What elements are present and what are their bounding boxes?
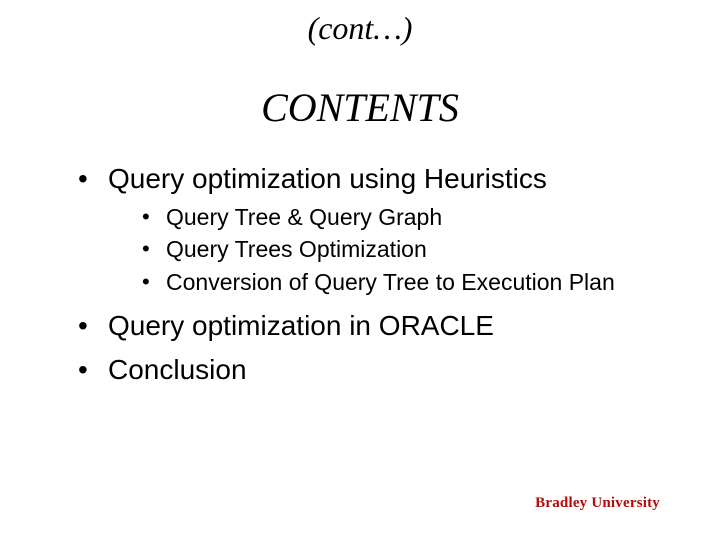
list-item-label: Conversion of Query Tree to Execution Pl… <box>166 269 615 295</box>
list-item-label: Query optimization using Heuristics <box>108 163 547 194</box>
list-item: Query optimization using Heuristics Quer… <box>78 160 658 297</box>
list-item-label: Query optimization in ORACLE <box>108 310 494 341</box>
list-item-label: Query Trees Optimization <box>166 236 427 262</box>
list-item: Conversion of Query Tree to Execution Pl… <box>142 267 658 297</box>
contents-title: CONTENTS <box>0 84 720 131</box>
continuation-label: (cont…) <box>0 10 720 47</box>
list-item-label: Conclusion <box>108 354 247 385</box>
slide-body: Query optimization using Heuristics Quer… <box>78 160 658 394</box>
list-item: Conclusion <box>78 351 658 389</box>
sub-bullet-list: Query Tree & Query Graph Query Trees Opt… <box>108 202 658 297</box>
footer-university-logo: Bradley University <box>535 495 660 512</box>
list-item-label: Query Tree & Query Graph <box>166 204 442 230</box>
bullet-list: Query optimization using Heuristics Quer… <box>78 160 658 388</box>
list-item: Query Trees Optimization <box>142 234 658 264</box>
slide: (cont…) CONTENTS Query optimization usin… <box>0 0 720 540</box>
list-item: Query Tree & Query Graph <box>142 202 658 232</box>
list-item: Query optimization in ORACLE <box>78 307 658 345</box>
